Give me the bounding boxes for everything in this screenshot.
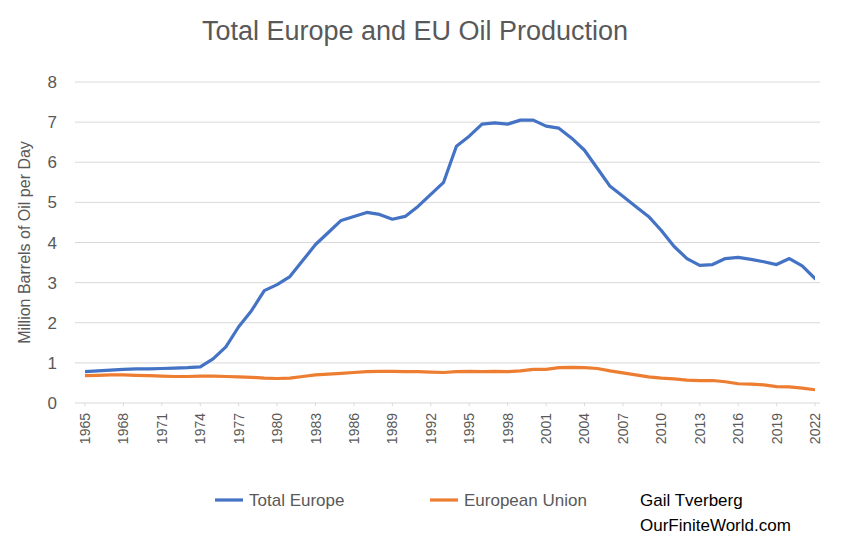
x-tick <box>353 403 354 406</box>
x-tick <box>661 403 662 406</box>
x-tick-label: 1977 <box>231 413 247 444</box>
x-tick <box>277 403 278 406</box>
x-tick <box>738 403 739 406</box>
x-tick <box>200 403 201 406</box>
x-tick-label: 2010 <box>653 413 669 444</box>
x-tick <box>622 403 623 406</box>
grid-line <box>75 122 820 123</box>
x-tick-label: 1968 <box>115 413 131 444</box>
y-tick-label: 4 <box>48 234 57 253</box>
x-tick-label: 1986 <box>346 413 362 444</box>
x-tick <box>123 403 124 406</box>
x-tick <box>469 403 470 406</box>
x-tick-label: 1992 <box>423 413 439 444</box>
x-tick-label: 2013 <box>692 413 708 444</box>
annotation: Gail Tverberg <box>640 491 743 510</box>
x-tick-label: 1971 <box>154 413 170 444</box>
background <box>0 0 848 541</box>
y-tick-label: 6 <box>48 153 57 172</box>
annotation: OurFiniteWorld.com <box>640 516 791 535</box>
x-tick-label: 1995 <box>461 413 477 444</box>
legend-swatch <box>215 498 243 501</box>
x-tick <box>546 403 547 406</box>
x-tick-label: 1974 <box>192 413 208 444</box>
grid <box>75 82 820 403</box>
x-tick <box>238 403 239 406</box>
series-line <box>85 120 815 372</box>
x-tick <box>815 403 816 406</box>
y-tick-label: 5 <box>48 193 57 212</box>
x-tick <box>584 403 585 406</box>
grid-line <box>75 162 820 163</box>
x-tick-label: 2001 <box>538 413 554 444</box>
grid-line <box>75 82 820 83</box>
y-axis-label: Million Barrels of Oil per Day <box>16 141 33 344</box>
x-tick <box>699 403 700 406</box>
grid-line <box>75 403 820 404</box>
grid-line <box>75 282 820 283</box>
y-tick-label: 8 <box>48 73 57 92</box>
x-tick-label: 1983 <box>308 413 324 444</box>
x-tick <box>430 403 431 406</box>
x-tick-label: 2022 <box>807 413 823 444</box>
y-tick-label: 0 <box>48 394 57 413</box>
x-tick-label: 1998 <box>500 413 516 444</box>
grid-line <box>75 322 820 323</box>
x-tick-label: 1980 <box>269 413 285 444</box>
legend-label: Total Europe <box>249 491 344 510</box>
y-tick-label: 2 <box>48 314 57 333</box>
series-line <box>85 367 815 389</box>
x-tick-label: 2016 <box>730 413 746 444</box>
title: Total Europe and EU Oil Production <box>202 16 628 46</box>
grid-line <box>75 362 820 363</box>
y-tick-label: 1 <box>48 354 57 373</box>
x-tick-label: 1989 <box>384 413 400 444</box>
x-tick <box>85 403 86 406</box>
legend-swatch <box>430 498 458 501</box>
x-tick-label: 1965 <box>77 413 93 444</box>
plot-area <box>85 120 815 390</box>
grid-line <box>75 202 820 203</box>
x-tick <box>776 403 777 406</box>
legend-label: European Union <box>464 491 587 510</box>
x-tick <box>507 403 508 406</box>
x-tick <box>315 403 316 406</box>
x-tick-label: 2019 <box>769 413 785 444</box>
y-tick-label: 3 <box>48 274 57 293</box>
grid-line <box>75 242 820 243</box>
x-tick-label: 2004 <box>576 413 592 444</box>
chart: Total Europe and EU Oil Production Millio… <box>0 0 848 541</box>
legend: Total Europe European Union <box>215 491 587 510</box>
x-tick <box>161 403 162 406</box>
y-tick-label: 7 <box>48 113 57 132</box>
x-tick <box>392 403 393 406</box>
x-tick-label: 2007 <box>615 413 631 444</box>
